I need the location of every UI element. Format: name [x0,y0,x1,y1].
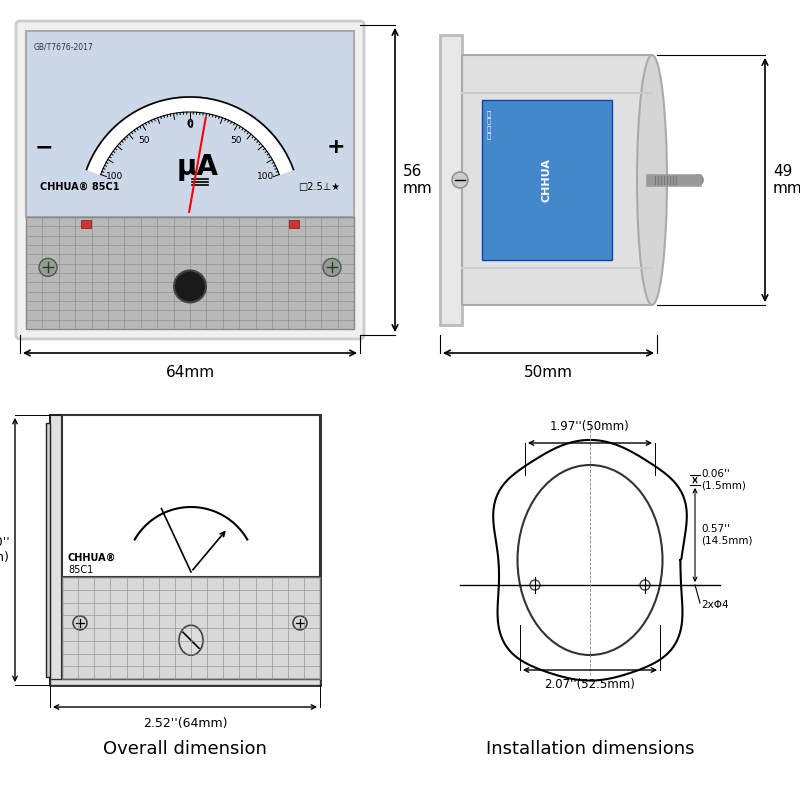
Bar [81,220,91,228]
Text: 50mm: 50mm [524,365,573,380]
Bar [440,35,462,325]
Text: 2.20''
(56mm): 2.20'' (56mm) [0,536,10,564]
Ellipse shape [179,626,203,655]
Text: 100: 100 [257,172,274,181]
Bar [62,577,320,679]
Bar [50,415,62,685]
Circle shape [39,258,57,276]
Bar [50,415,320,685]
Bar [462,55,652,305]
Text: Overall dimension: Overall dimension [103,740,267,758]
Text: 0.57''
(14.5mm): 0.57'' (14.5mm) [701,524,753,546]
Text: GB/T7676-2017: GB/T7676-2017 [34,43,94,52]
FancyBboxPatch shape [16,21,364,339]
Text: 1.97''(50mm): 1.97''(50mm) [550,420,630,433]
Text: 64mm: 64mm [166,365,214,380]
Circle shape [323,258,341,276]
Circle shape [452,172,468,188]
Bar [482,100,612,260]
Text: μA: μA [177,153,219,181]
Text: □2.5⊥★: □2.5⊥★ [298,182,340,192]
Circle shape [174,270,206,302]
Bar [50,679,320,685]
Bar [26,31,354,217]
Text: −: − [34,137,54,157]
Text: CHHUA® 85C1: CHHUA® 85C1 [40,182,119,192]
Bar [289,220,299,228]
Polygon shape [86,97,294,174]
Text: 56
mm: 56 mm [403,164,433,196]
Text: 85C1: 85C1 [68,565,94,575]
Text: 0.06''
(1.5mm): 0.06'' (1.5mm) [701,469,746,490]
Bar [46,423,50,677]
Text: 2.07''(52.5mm): 2.07''(52.5mm) [545,678,635,691]
Text: 50: 50 [230,136,242,145]
Text: +: + [326,137,346,157]
Text: CHHUA®: CHHUA® [68,553,117,563]
Text: 2xΦ4: 2xΦ4 [701,600,729,610]
Text: 空
白
文
本: 空 白 文 本 [487,110,491,139]
Text: 100: 100 [106,172,123,181]
Ellipse shape [693,175,703,185]
Ellipse shape [637,55,667,305]
Text: 0: 0 [186,119,194,129]
Text: 0: 0 [187,122,193,130]
Text: 2.52''(64mm): 2.52''(64mm) [142,717,227,730]
Text: 49
mm: 49 mm [773,164,800,196]
Bar [62,415,320,577]
Text: CHHUA: CHHUA [542,158,552,202]
Text: 50: 50 [138,136,150,145]
Text: Installation dimensions: Installation dimensions [486,740,694,758]
Bar [26,217,354,329]
